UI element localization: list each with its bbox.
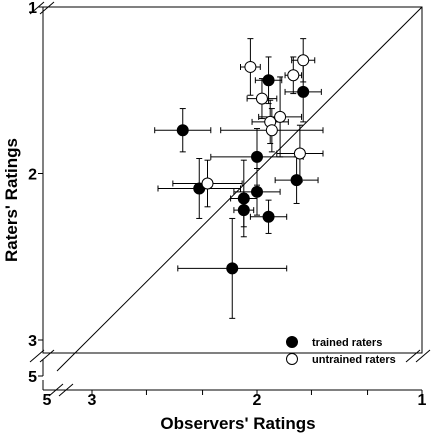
untrained-rater-point — [201, 177, 214, 190]
x-tick-label: 5 — [43, 392, 52, 409]
untrained-rater-point — [255, 92, 268, 105]
untrained-rater-point — [274, 110, 287, 123]
trained-rater-point — [262, 210, 275, 223]
legend-label: trained raters — [312, 337, 382, 349]
trained-rater-point — [297, 85, 310, 98]
axis-break-mark — [405, 349, 421, 363]
untrained-rater-point — [244, 60, 257, 73]
trained-rater-point — [237, 192, 250, 205]
trained-rater-point — [251, 185, 263, 198]
legend-label: untrained raters — [312, 354, 396, 366]
axis-break-mark — [415, 349, 431, 363]
trained-rater-point — [262, 74, 275, 87]
trained-rater-point — [176, 124, 189, 137]
trained-rater-point — [290, 174, 303, 187]
identity-line — [56, 6, 423, 372]
axis-break-mark — [48, 383, 64, 397]
x-tick-label: 2 — [253, 392, 262, 409]
y-tick-label: 3 — [28, 333, 37, 350]
axis-break-mark — [58, 383, 74, 397]
untrained-rater-point — [287, 69, 300, 82]
untrained-rater-point — [293, 147, 306, 160]
trained-rater-point — [237, 204, 250, 217]
trained-rater-point — [226, 262, 239, 275]
y-tick-label: 5 — [28, 369, 37, 386]
plot-box — [42, 6, 423, 354]
axis-break-mark — [29, 1, 45, 15]
data-points-layer — [176, 54, 310, 275]
legend-marker-trained — [286, 336, 298, 348]
identity-line-layer — [56, 6, 423, 372]
x-axis-title: Observers' Ratings — [160, 414, 315, 433]
x-tick-label: 1 — [418, 392, 427, 409]
axis-ticks-layer — [38, 6, 423, 395]
axis-break-mark — [39, 349, 55, 363]
tick-labels-layer: 1 2 3 55 3 2 1 — [28, 0, 426, 409]
axis-break-mark — [39, 1, 55, 15]
plot-frame — [29, 1, 431, 397]
y-tick-label: 2 — [28, 167, 37, 184]
trained-rater-point — [251, 150, 263, 163]
y-tick-label: 1 — [28, 0, 37, 17]
y-axis-title: Raters' Ratings — [2, 138, 21, 262]
untrained-rater-point — [297, 54, 310, 67]
axis-break-mark — [29, 349, 45, 363]
x-tick-label: 3 — [88, 392, 97, 409]
untrained-rater-point — [265, 124, 278, 137]
legend: trained raters untrained raters — [286, 336, 396, 366]
legend-marker-untrained — [286, 353, 298, 365]
